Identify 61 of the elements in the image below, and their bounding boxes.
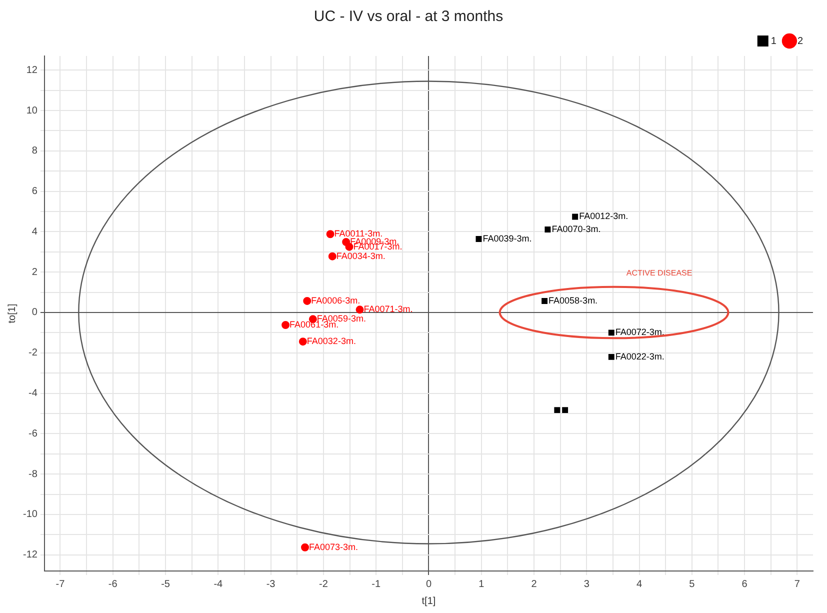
x-tick-label: -5 [161, 578, 170, 590]
y-tick-label: -8 [28, 468, 38, 480]
y-tick-label: 6 [32, 186, 38, 198]
x-tick-label: 6 [742, 578, 748, 590]
x-tick-label: -1 [372, 578, 381, 590]
data-label: FA0032-3m. [306, 336, 356, 346]
x-tick-label: 4 [636, 578, 643, 590]
data-label: FA0011-3m. [334, 228, 383, 239]
x-tick-label: 7 [794, 578, 800, 590]
x-tick-label: 0 [426, 578, 432, 590]
data-label: FA0070-3m. [552, 224, 601, 234]
point [554, 407, 560, 414]
y-tick-label: -4 [28, 388, 38, 400]
data-label: FA0022-3m. [615, 351, 664, 362]
point [608, 330, 614, 336]
x-tick-label: -4 [214, 578, 224, 590]
point [356, 306, 364, 314]
point [608, 354, 614, 360]
point [301, 543, 310, 552]
data-label: FA0071-3m. [364, 304, 413, 314]
data-label: FA0006-3m. [311, 295, 360, 306]
x-tick-label: 1 [478, 578, 485, 590]
point [303, 296, 312, 305]
y-tick-label: -6 [28, 428, 38, 440]
y-tick-label: 4 [32, 226, 38, 238]
data-label: FA0073-3m. [309, 542, 358, 552]
annotation: ACTIVE DISEASE [626, 268, 692, 278]
point [542, 298, 548, 304]
data-label: FA0072-3m. [615, 327, 664, 338]
point [544, 226, 551, 232]
data-label: FA0012-3m. [579, 211, 628, 222]
x-tick-label: -2 [318, 578, 328, 590]
legend-label: 1 [770, 36, 777, 47]
point [328, 252, 336, 260]
x-tick-label: -7 [56, 578, 66, 590]
point [572, 214, 578, 220]
y-tick-label: 10 [26, 105, 38, 116]
y-tick-label: 2 [32, 266, 38, 278]
point [562, 407, 568, 414]
x-tick-label: 5 [689, 578, 696, 590]
chart-title: UC - IV vs oral - at 3 months [314, 8, 504, 26]
y-tick-label: 8 [32, 146, 38, 157]
y-tick-label: -2 [28, 348, 38, 359]
data-label: FA0039-3m. [482, 233, 532, 244]
data-label: FA0034-3m. [336, 250, 386, 261]
x-tick-label: -6 [108, 578, 118, 590]
point [476, 236, 482, 242]
point [326, 230, 334, 238]
y-tick-label: 0 [32, 307, 38, 318]
x-tick-label: 3 [584, 578, 590, 590]
point [282, 321, 290, 330]
y-axis-title: to[1] [6, 304, 18, 324]
data-label: FA0058-3m. [548, 295, 598, 306]
x-tick-label: -3 [266, 578, 276, 590]
point [298, 338, 307, 346]
y-tick-label: -10 [23, 509, 38, 520]
x-axis-title: t[1] [422, 596, 436, 607]
x-tick-label: 2 [531, 578, 538, 590]
y-tick-label: -12 [23, 550, 38, 561]
legend-label: 2 [797, 36, 804, 47]
y-tick-label: 12 [26, 64, 38, 76]
